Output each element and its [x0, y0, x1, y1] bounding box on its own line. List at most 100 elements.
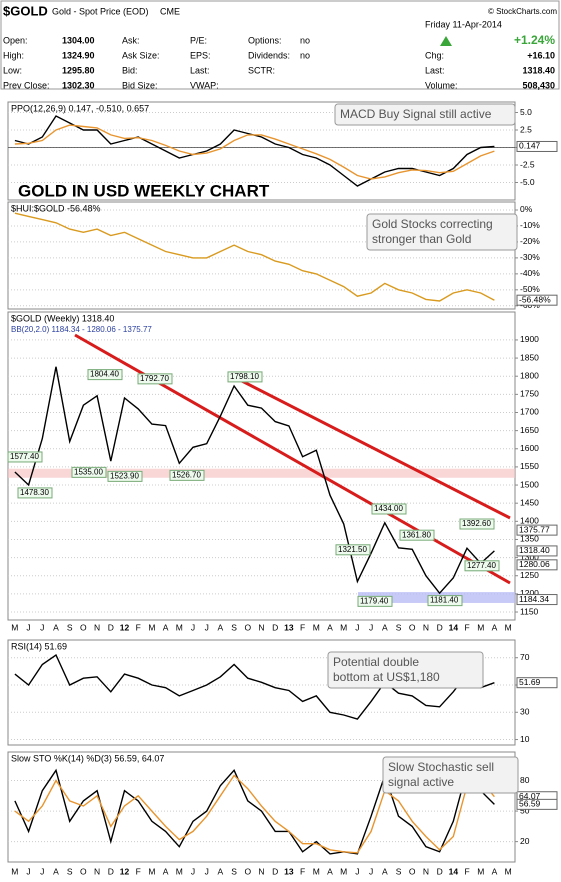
x-tick-label: M [313, 866, 320, 876]
field-label: EPS: [190, 50, 211, 60]
up-arrow [440, 36, 452, 46]
x-tick-label: J [40, 622, 44, 632]
price-label: 1526.70 [172, 470, 201, 479]
x-tick-label: S [67, 866, 73, 876]
trend-line [239, 378, 511, 520]
last-value-box [516, 677, 558, 689]
x-tick-label: F [464, 622, 469, 632]
x-tick-label: A [163, 866, 169, 876]
panel-frame [7, 751, 516, 863]
x-tick-label: M [340, 866, 347, 876]
price-label-box [71, 466, 107, 478]
price-label-box [459, 518, 495, 530]
exchange: CME [160, 6, 180, 16]
x-tick-label: N [423, 866, 429, 876]
x-tick-label: J [191, 866, 195, 876]
annotation-box [382, 756, 519, 794]
price-label-box [335, 544, 371, 556]
price-label: 1181.40 [430, 596, 459, 605]
x-tick-label: O [409, 622, 416, 632]
field-value: 1318.40 [522, 65, 555, 75]
panel-subtitle: BB(20,2.0) 1184.34 - 1280.06 - 1375.77 [11, 325, 152, 334]
price-label: 1577.40 [10, 452, 39, 461]
price-label-box [17, 487, 53, 499]
y-tick-label: 1550 [520, 461, 539, 471]
price-label-box [7, 451, 43, 463]
x-tick-label: 14 [449, 866, 459, 876]
annotation: Slow Stochastic sell [388, 760, 494, 774]
x-tick-label: M [11, 866, 18, 876]
x-tick-label: F [300, 866, 305, 876]
field-label: SCTR: [248, 65, 275, 75]
last-value-box [516, 545, 558, 557]
x-tick-label: 13 [284, 622, 294, 632]
y-tick-label: 1850 [520, 352, 539, 362]
annotation: signal active [388, 775, 454, 789]
panel-frame [7, 639, 516, 746]
x-tick-label: A [327, 622, 333, 632]
panel-title: RSI(14) 51.69 [11, 641, 67, 651]
y-tick-label: 1500 [520, 479, 539, 489]
field-label: Dividends: [248, 50, 290, 60]
x-tick-label: O [244, 866, 251, 876]
price-label: 1361.80 [402, 530, 431, 539]
x-tick-label: J [191, 622, 195, 632]
x-tick-label: M [148, 622, 155, 632]
annotation-box [366, 213, 518, 251]
x-tick-label: J [26, 622, 30, 632]
x-tick-label: M [313, 622, 320, 632]
x-tick-label: N [94, 866, 100, 876]
x-tick-label: D [437, 866, 443, 876]
x-tick-label: M [340, 622, 347, 632]
field-value: no [300, 35, 310, 45]
last-value-label: -56.48% [519, 294, 551, 304]
field-label: Ask: [122, 35, 140, 45]
x-tick-label: J [205, 622, 209, 632]
y-tick-label: 1250 [520, 570, 539, 580]
field-label: Open: [3, 35, 28, 45]
price-label: 1535.00 [74, 467, 103, 476]
last-value-box [516, 140, 558, 152]
series-line [14, 366, 495, 595]
x-tick-label: O [80, 866, 87, 876]
trend-line [74, 333, 511, 585]
x-tick-label: J [40, 866, 44, 876]
field-value: 508,430 [522, 80, 555, 90]
x-tick-label: N [94, 622, 100, 632]
header-box [0, 0, 560, 90]
y-tick-label: 1450 [520, 497, 539, 507]
field-label: P/E: [190, 35, 207, 45]
x-tick-label: S [67, 622, 73, 632]
price-label: 1478.30 [20, 488, 49, 497]
annotation: Gold Stocks correcting [372, 217, 493, 231]
price-label: 1321.50 [338, 545, 367, 554]
last-value-box [516, 294, 558, 306]
price-label: 1792.70 [140, 374, 169, 383]
last-value-label: 56.59 [519, 799, 541, 809]
last-value-label: 1184.34 [519, 594, 549, 604]
y-tick-label: -10% [520, 220, 540, 230]
panel-frame [7, 311, 516, 621]
x-tick-label: F [136, 622, 141, 632]
y-tick-label: -30% [520, 252, 540, 262]
y-tick-label: 20 [520, 836, 530, 846]
field-label: Chg: [425, 50, 444, 60]
price-label-box [137, 373, 173, 385]
x-tick-label: S [231, 622, 237, 632]
last-value-box [516, 798, 558, 810]
y-tick-label: -5.0 [520, 177, 535, 187]
x-tick-label: F [464, 866, 469, 876]
panel-title: PPO(12,26,9) 0.147, -0.510, 0.657 [11, 103, 149, 113]
x-tick-label: N [258, 866, 264, 876]
field-value: 1304.00 [62, 35, 95, 45]
y-tick-label: 1400 [520, 516, 539, 526]
x-tick-label: 14 [449, 622, 459, 632]
x-tick-label: 12 [120, 866, 130, 876]
y-tick-label: 30 [520, 707, 530, 717]
y-tick-label: -40% [520, 268, 540, 278]
panel-title: $GOLD (Weekly) 1318.40 [11, 313, 114, 323]
price-label-box [399, 529, 435, 541]
field-value: 1324.90 [62, 50, 95, 60]
x-tick-label: A [382, 622, 388, 632]
series-line [14, 768, 495, 855]
